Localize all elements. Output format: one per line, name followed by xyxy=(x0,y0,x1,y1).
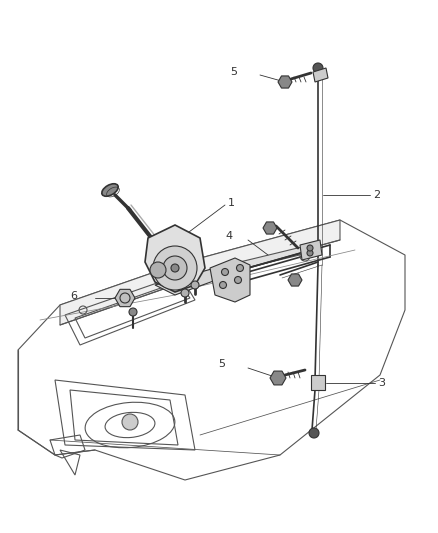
Circle shape xyxy=(307,245,313,251)
Circle shape xyxy=(234,277,241,284)
Circle shape xyxy=(181,289,189,297)
Polygon shape xyxy=(145,225,205,292)
Text: 6: 6 xyxy=(70,291,77,301)
Text: 5: 5 xyxy=(218,359,225,369)
Text: 2: 2 xyxy=(373,190,380,200)
Circle shape xyxy=(219,281,226,288)
Polygon shape xyxy=(115,289,135,306)
Polygon shape xyxy=(263,222,277,234)
Polygon shape xyxy=(60,220,340,325)
Circle shape xyxy=(237,264,244,271)
Circle shape xyxy=(163,256,187,280)
Polygon shape xyxy=(210,258,250,302)
Text: 4: 4 xyxy=(225,231,232,241)
Circle shape xyxy=(309,428,319,438)
Circle shape xyxy=(171,264,179,272)
Polygon shape xyxy=(311,375,325,390)
Text: 1: 1 xyxy=(228,198,235,208)
Polygon shape xyxy=(270,371,286,385)
Circle shape xyxy=(191,281,199,289)
Polygon shape xyxy=(313,68,328,82)
Circle shape xyxy=(153,246,197,290)
Text: 3: 3 xyxy=(378,378,385,388)
Polygon shape xyxy=(300,240,322,260)
Ellipse shape xyxy=(102,184,118,196)
Circle shape xyxy=(222,269,229,276)
Polygon shape xyxy=(278,76,292,88)
Polygon shape xyxy=(288,274,302,286)
Circle shape xyxy=(122,414,138,430)
Polygon shape xyxy=(215,245,312,275)
Circle shape xyxy=(313,63,323,73)
Text: 5: 5 xyxy=(230,67,237,77)
Circle shape xyxy=(129,308,137,316)
Polygon shape xyxy=(155,268,230,295)
Circle shape xyxy=(150,262,166,278)
Circle shape xyxy=(307,250,313,256)
